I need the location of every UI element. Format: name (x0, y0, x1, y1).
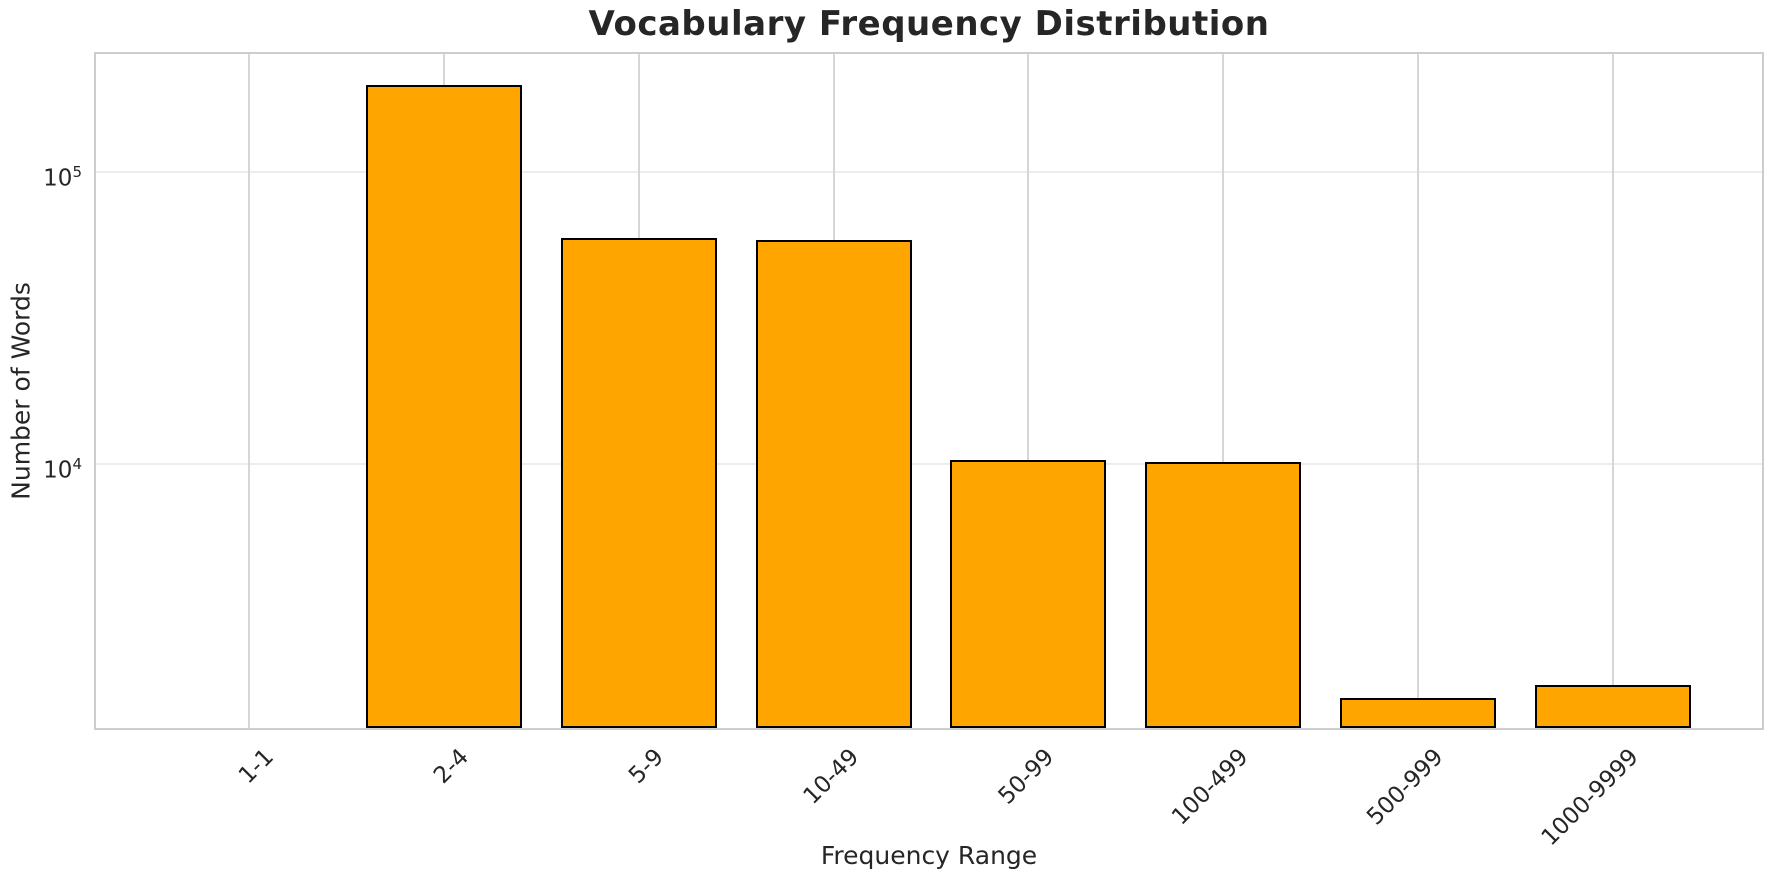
bar-500-999 (1340, 698, 1497, 728)
chart-title: Vocabulary Frequency Distribution (588, 4, 1270, 44)
x-tick-label: 2-4 (429, 744, 475, 789)
bar-50-99 (950, 459, 1107, 728)
y-axis-label: Number of Words (6, 282, 36, 500)
bar-2-4 (365, 85, 522, 728)
x-gridline (1611, 54, 1614, 728)
x-tick-label: 5-9 (624, 744, 670, 789)
x-tick-label: 500-999 (1362, 744, 1449, 831)
x-tick-label: 1000-9999 (1536, 744, 1644, 852)
y-gridline (96, 463, 1762, 466)
y-tick-label: 104 (43, 455, 82, 484)
x-tick-label: 100-499 (1167, 744, 1254, 831)
x-tick-label: 10-49 (798, 744, 864, 810)
x-gridline (1027, 54, 1030, 728)
x-gridline (248, 54, 250, 728)
bar-5-9 (560, 237, 717, 728)
x-gridline (1222, 54, 1225, 728)
x-tick-label: 1-1 (234, 744, 280, 789)
y-tick-label: 105 (43, 162, 82, 192)
x-gridline (1417, 54, 1420, 728)
plot-area (94, 52, 1764, 730)
x-tick-label: 50-99 (993, 744, 1059, 810)
y-gridline (96, 170, 1762, 173)
x-axis-label: Frequency Range (820, 841, 1038, 870)
bar-10-49 (755, 239, 912, 728)
bar-1000-9999 (1534, 685, 1691, 728)
bar-100-499 (1145, 462, 1302, 728)
